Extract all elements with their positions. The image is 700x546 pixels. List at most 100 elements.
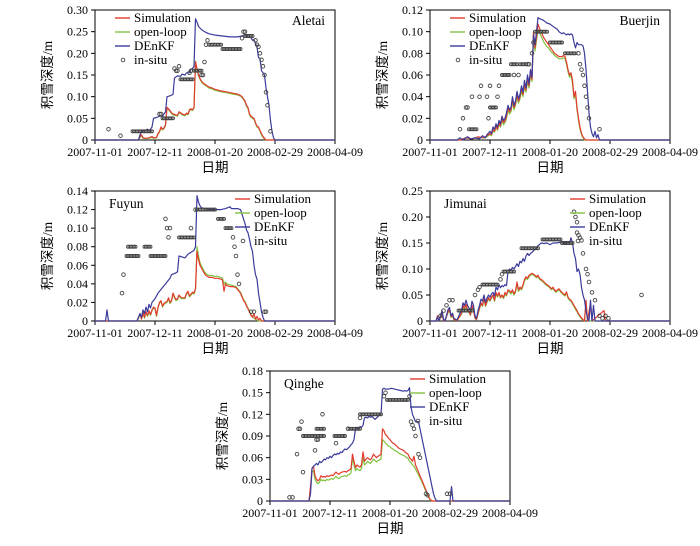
in-situ-point <box>417 455 423 460</box>
in-situ-point <box>529 51 535 56</box>
in-situ-point <box>121 272 126 277</box>
legend-label-simulation: Simulation <box>429 371 487 386</box>
in-situ-point <box>597 126 602 132</box>
legend-label-in-situ: in-situ <box>469 52 503 67</box>
in-situ-point <box>169 116 174 121</box>
in-situ-point <box>416 451 421 457</box>
legend-label-simulation: Simulation <box>254 191 312 206</box>
in-situ-point <box>256 44 261 50</box>
in-situ-point <box>580 72 586 78</box>
in-situ-point <box>250 34 255 38</box>
legend-label-open-loop: open-loop <box>429 385 482 400</box>
station-label: Qinghe <box>284 376 324 391</box>
station-label: Jimunai <box>444 196 487 211</box>
in-situ-point <box>586 116 592 121</box>
in-situ-point <box>580 251 586 256</box>
y-tick-label: 0.10 <box>402 25 423 39</box>
x-tick-label: 2008-04-09 <box>307 145 363 159</box>
in-situ-point <box>163 254 168 258</box>
in-situ-point <box>176 64 182 69</box>
chart-svg-fuyun: 2007-11-01 2007-12-11 2008-01-20 2008-02-29… <box>40 184 363 356</box>
in-situ-point <box>600 316 605 321</box>
in-situ-point <box>558 40 563 45</box>
in-situ-point <box>249 34 253 38</box>
in-situ-point <box>158 111 164 117</box>
in-situ-point <box>268 129 273 134</box>
y-tick-label: 0.25 <box>402 184 423 198</box>
x-axis-title: 日期 <box>377 521 404 536</box>
in-situ-point <box>457 126 463 132</box>
in-situ-point <box>190 235 195 240</box>
in-situ-point <box>592 297 598 303</box>
y-tick-label: 0 <box>257 494 263 508</box>
x-tick-label: 2008-02-29 <box>247 145 303 159</box>
denkf-line <box>270 387 510 502</box>
in-situ-point <box>534 246 539 251</box>
y-tick-label: 0.05 <box>67 111 88 125</box>
in-situ-point <box>447 491 453 497</box>
in-situ-point <box>312 448 318 453</box>
in-situ-point <box>410 422 415 428</box>
in-situ-point <box>507 73 512 77</box>
in-situ-point <box>444 491 450 497</box>
y-tick-label: 0.08 <box>67 240 88 254</box>
x-tick-label: 2008-02-29 <box>582 326 638 340</box>
legend-in-situ-marker <box>575 238 581 244</box>
x-tick-label: 2007-12-11 <box>302 506 358 520</box>
legend-in-situ-marker <box>240 238 246 244</box>
in-situ-point <box>315 437 321 442</box>
in-situ-point <box>639 292 644 298</box>
in-situ-point <box>494 105 498 110</box>
in-situ-point <box>236 281 242 287</box>
in-situ-point <box>526 61 532 67</box>
in-situ-point <box>411 426 417 432</box>
in-situ-point <box>205 38 210 43</box>
legend-label-in-situ: in-situ <box>134 52 168 67</box>
x-tick-label: 2008-01-20 <box>362 506 418 520</box>
y-tick-label: 0 <box>82 314 88 328</box>
in-situ-point <box>496 83 502 89</box>
in-situ-point <box>219 42 223 47</box>
in-situ-point <box>287 495 292 500</box>
x-tick-label: 2007-11-01 <box>402 145 458 159</box>
in-situ-point <box>217 42 222 47</box>
in-situ-point <box>341 434 346 438</box>
in-situ-point <box>320 426 325 431</box>
x-axis-title: 日期 <box>202 341 229 356</box>
y-tick-label: 0.20 <box>67 46 88 60</box>
in-situ-point <box>228 226 232 231</box>
in-situ-point <box>213 207 217 212</box>
in-situ-point <box>477 94 482 99</box>
in-situ-point <box>589 290 595 295</box>
in-situ-point <box>171 116 175 121</box>
in-situ-point <box>357 415 363 421</box>
in-situ-point <box>558 237 563 242</box>
x-tick-label: 2008-04-09 <box>642 326 698 340</box>
in-situ-point <box>597 313 602 319</box>
in-situ-point <box>408 419 414 424</box>
in-situ-point <box>148 129 153 134</box>
in-situ-point <box>162 254 166 258</box>
plot-box <box>94 9 336 141</box>
in-situ-point <box>536 246 540 251</box>
x-tick-label: 2008-02-29 <box>582 145 638 159</box>
in-situ-point <box>199 68 204 73</box>
in-situ-point <box>322 426 326 431</box>
in-situ-point <box>513 62 518 67</box>
station-label: Buerjin <box>620 13 661 28</box>
in-situ-point <box>133 244 138 249</box>
y-tick-label: 0.25 <box>67 25 88 39</box>
simulation-line <box>430 272 670 322</box>
in-situ-point <box>175 68 180 73</box>
in-situ-point <box>257 51 263 56</box>
in-situ-point <box>147 244 151 249</box>
chart-panel-buerjin: 2007-11-01 2007-12-11 2008-01-20 2008-02-29… <box>350 0 700 178</box>
in-situ-point <box>200 72 206 78</box>
y-tick-label: 0.04 <box>402 90 423 104</box>
in-situ-point <box>407 394 412 399</box>
y-tick-label: 0 <box>417 133 423 147</box>
in-situ-point <box>495 282 500 287</box>
in-situ-point <box>259 57 264 63</box>
legend-in-situ-marker <box>455 57 461 63</box>
in-situ-point <box>586 279 592 285</box>
